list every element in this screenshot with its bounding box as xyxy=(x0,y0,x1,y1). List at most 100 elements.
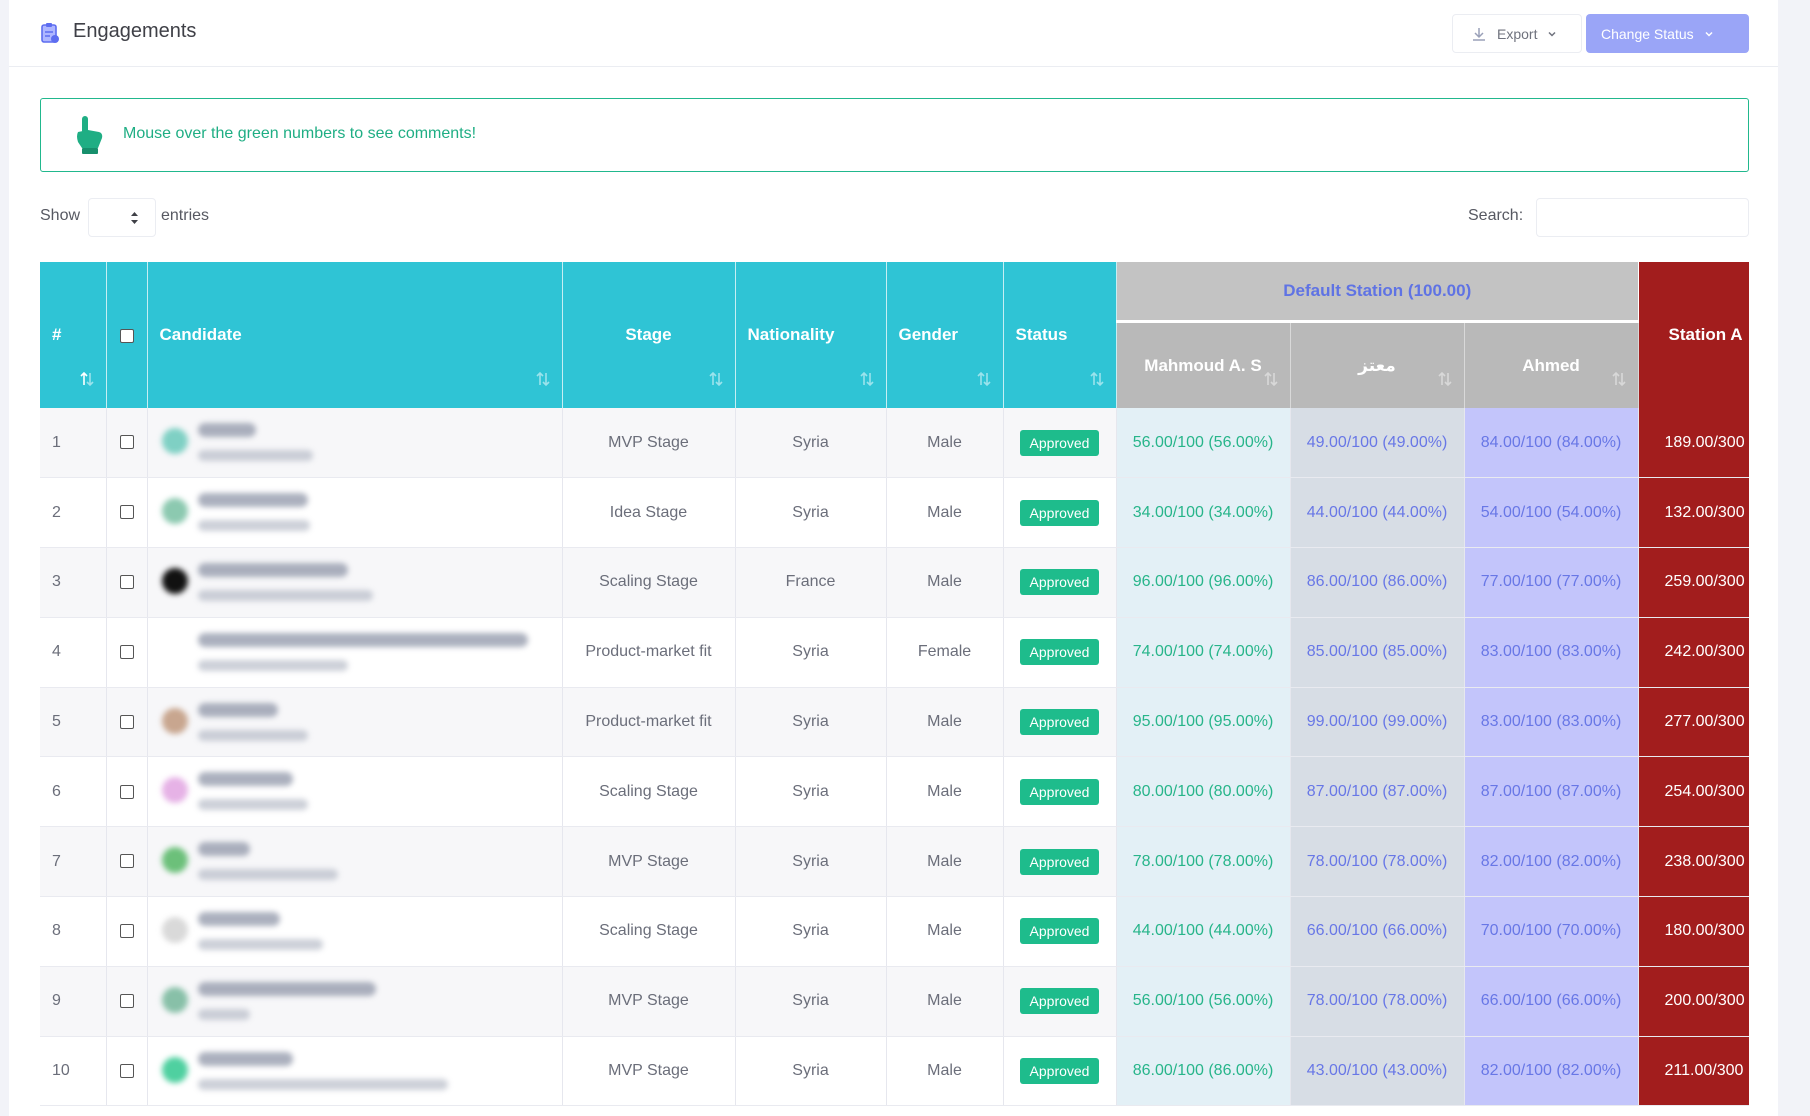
row-select-cell xyxy=(106,547,148,618)
status-cell: Approved xyxy=(1003,756,1117,828)
gender-cell: Male xyxy=(886,966,1004,1037)
judge-2-score[interactable]: 78.00/100 (78.00%) xyxy=(1290,966,1465,1037)
row-select-cell xyxy=(106,687,148,758)
status-badge: Approved xyxy=(1019,778,1100,805)
export-button[interactable]: Export xyxy=(1452,14,1582,53)
judge-3-score[interactable]: 87.00/100 (87.00%) xyxy=(1464,756,1639,828)
status-cell: Approved xyxy=(1003,1036,1117,1107)
chevron-down-icon xyxy=(1548,31,1556,37)
candidate-cell[interactable] xyxy=(147,477,563,549)
candidate-cell[interactable] xyxy=(147,1036,563,1107)
sort-icon xyxy=(859,371,874,387)
entries-select[interactable] xyxy=(88,198,156,237)
judge-2-score[interactable]: 86.00/100 (86.00%) xyxy=(1290,547,1465,618)
judge-1-score[interactable]: 78.00/100 (78.00%) xyxy=(1116,826,1291,898)
gender-cell: Male xyxy=(886,477,1004,549)
col-header-judge-1[interactable]: Mahmoud A. S xyxy=(1116,321,1291,408)
judge-3-score[interactable]: 54.00/100 (54.00%) xyxy=(1464,477,1639,549)
judge-3-score[interactable]: 70.00/100 (70.00%) xyxy=(1464,896,1639,967)
sort-icon xyxy=(1263,371,1278,387)
sort-icon xyxy=(1437,371,1452,387)
row-select-cell xyxy=(106,826,148,898)
sort-icon xyxy=(79,371,94,387)
judge-2-score[interactable]: 49.00/100 (49.00%) xyxy=(1290,408,1465,479)
row-checkbox[interactable] xyxy=(119,854,134,869)
col-header-candidate[interactable]: Candidate xyxy=(147,262,563,408)
row-checkbox[interactable] xyxy=(119,714,134,729)
row-number: 4 xyxy=(40,617,107,688)
judge-1-score[interactable]: 95.00/100 (95.00%) xyxy=(1116,687,1291,758)
col-header-stage[interactable]: Stage xyxy=(562,262,736,408)
candidate-cell[interactable] xyxy=(147,408,563,479)
show-label: Show xyxy=(40,207,81,224)
select-all-checkbox[interactable] xyxy=(119,328,134,343)
candidate-subtitle-redacted xyxy=(197,659,348,671)
table-row: 10 MVP Stage Syria Male Approved 86.00/100 (8… xyxy=(40,1036,1749,1107)
row-select-cell xyxy=(106,477,148,549)
judge-2-score[interactable]: 43.00/100 (43.00%) xyxy=(1290,1036,1465,1107)
info-alert: Mouse over the green numbers to see comm… xyxy=(40,98,1749,172)
judge-2-score[interactable]: 66.00/100 (66.00%) xyxy=(1290,896,1465,967)
avatar xyxy=(161,637,188,664)
judge-2-score[interactable]: 99.00/100 (99.00%) xyxy=(1290,687,1465,758)
row-checkbox[interactable] xyxy=(119,505,134,520)
table-row: 8 Scaling Stage Syria Male Approved 44.00/100… xyxy=(40,896,1749,967)
col-header-nationality[interactable]: Nationality xyxy=(735,262,887,408)
col-header-gender[interactable]: Gender xyxy=(886,262,1004,408)
col-header-judge-2[interactable]: معتز xyxy=(1290,321,1465,408)
judge-2-score[interactable]: 44.00/100 (44.00%) xyxy=(1290,477,1465,549)
judge-3-score[interactable]: 77.00/100 (77.00%) xyxy=(1464,547,1639,618)
judge-3-score[interactable]: 84.00/100 (84.00%) xyxy=(1464,408,1639,479)
judge-1-score[interactable]: 96.00/100 (96.00%) xyxy=(1116,547,1291,618)
row-checkbox[interactable] xyxy=(119,924,134,939)
nationality-cell: France xyxy=(735,547,887,618)
change-status-button[interactable]: Change Status xyxy=(1586,14,1749,53)
row-checkbox[interactable] xyxy=(119,1063,134,1078)
candidate-cell[interactable] xyxy=(147,547,563,618)
candidate-name-redacted xyxy=(197,702,278,717)
nationality-cell: Syria xyxy=(735,756,887,828)
judge-1-score[interactable]: 34.00/100 (34.00%) xyxy=(1116,477,1291,549)
row-select-cell xyxy=(106,896,148,967)
judge-1-score[interactable]: 74.00/100 (74.00%) xyxy=(1116,617,1291,688)
search-input[interactable] xyxy=(1536,198,1749,237)
status-badge: Approved xyxy=(1019,569,1100,596)
row-checkbox[interactable] xyxy=(119,435,134,450)
judge-2-score[interactable]: 85.00/100 (85.00%) xyxy=(1290,617,1465,688)
judge-3-score[interactable]: 83.00/100 (83.00%) xyxy=(1464,687,1639,758)
judge-1-score[interactable]: 56.00/100 (56.00%) xyxy=(1116,966,1291,1037)
judge-1-score[interactable]: 56.00/100 (56.00%) xyxy=(1116,408,1291,479)
station-a-score: 259.00/300 xyxy=(1638,547,1749,618)
station-a-score: 238.00/300 xyxy=(1638,826,1749,898)
judge-1-score[interactable]: 86.00/100 (86.00%) xyxy=(1116,1036,1291,1107)
judge-3-score[interactable]: 83.00/100 (83.00%) xyxy=(1464,617,1639,688)
row-checkbox[interactable] xyxy=(119,575,134,590)
judge-2-score[interactable]: 78.00/100 (78.00%) xyxy=(1290,826,1465,898)
candidate-name-redacted xyxy=(197,632,528,647)
col-header-judge-3[interactable]: Ahmed xyxy=(1464,321,1639,408)
col-header-status[interactable]: Status xyxy=(1003,262,1117,408)
candidate-cell[interactable] xyxy=(147,896,563,967)
table-row: 5 Product-market fit Syria Male Approved 95.0… xyxy=(40,687,1749,758)
candidate-cell[interactable] xyxy=(147,756,563,828)
candidate-cell[interactable] xyxy=(147,617,563,688)
judge-2-score[interactable]: 87.00/100 (87.00%) xyxy=(1290,756,1465,828)
row-checkbox[interactable] xyxy=(119,645,134,660)
table-row: 4 Product-market fit Syria Female Approved 74… xyxy=(40,617,1749,688)
col-header-station-a[interactable]: Station A xyxy=(1638,262,1749,408)
judge-3-score[interactable]: 66.00/100 (66.00%) xyxy=(1464,966,1639,1037)
judge-3-score[interactable]: 82.00/100 (82.00%) xyxy=(1464,1036,1639,1107)
candidate-cell[interactable] xyxy=(147,826,563,898)
row-checkbox[interactable] xyxy=(119,994,134,1009)
judge-3-score[interactable]: 82.00/100 (82.00%) xyxy=(1464,826,1639,898)
engagements-portlet: Engagements Export Change Status Mouse o… xyxy=(9,0,1778,1116)
col-header-number[interactable]: # xyxy=(40,262,107,408)
judge-1-score[interactable]: 80.00/100 (80.00%) xyxy=(1116,756,1291,828)
avatar xyxy=(161,1056,188,1083)
stage-cell: Product-market fit xyxy=(562,687,736,758)
status-cell: Approved xyxy=(1003,547,1117,618)
candidate-cell[interactable] xyxy=(147,687,563,758)
row-checkbox[interactable] xyxy=(119,784,134,799)
candidate-cell[interactable] xyxy=(147,966,563,1037)
judge-1-score[interactable]: 44.00/100 (44.00%) xyxy=(1116,896,1291,967)
